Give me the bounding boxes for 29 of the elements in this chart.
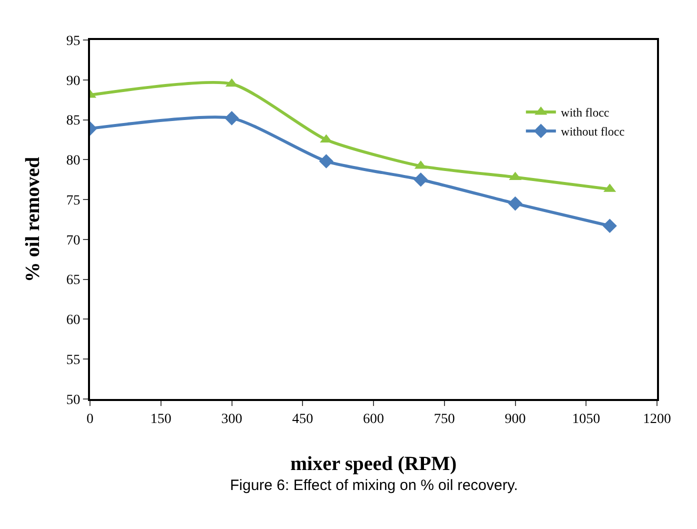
y-axis-title: % oil removed — [22, 156, 44, 282]
y-tick-label: 60 — [66, 313, 80, 328]
x-axis-title: mixer speed (RPM) — [290, 453, 457, 475]
y-tick-label: 65 — [66, 273, 80, 288]
x-tick-label: 1200 — [643, 412, 671, 427]
y-tick-label: 50 — [66, 392, 80, 408]
y-tick-label: 90 — [66, 74, 80, 89]
point — [508, 196, 522, 211]
point — [319, 154, 334, 168]
point — [224, 111, 239, 126]
y-tick-label: 75 — [66, 193, 80, 208]
x-tick-label: 450 — [292, 412, 314, 427]
x-tick-label: 0 — [86, 412, 94, 427]
legend-label: with flocc — [560, 106, 610, 120]
x-tick-label: 150 — [150, 412, 172, 427]
y-tick-label: 85 — [66, 114, 80, 129]
point — [414, 172, 428, 187]
y-tick-label: 70 — [66, 233, 80, 248]
point — [602, 218, 617, 234]
y-tick-label: 55 — [66, 353, 80, 368]
y-tick-label: 95 — [66, 34, 80, 49]
caption: Figure 6: Effect of mixing on % oil recovery. — [230, 477, 518, 494]
legend-label: without flocc — [560, 124, 625, 139]
x-tick-label: 300 — [221, 412, 242, 427]
x-tick-label: 900 — [504, 412, 526, 427]
x-tick-label: 750 — [434, 412, 455, 427]
y-tick-label: 80 — [66, 154, 80, 169]
x-tick-label: 600 — [363, 412, 384, 427]
x-tick-label: 1050 — [572, 412, 600, 427]
